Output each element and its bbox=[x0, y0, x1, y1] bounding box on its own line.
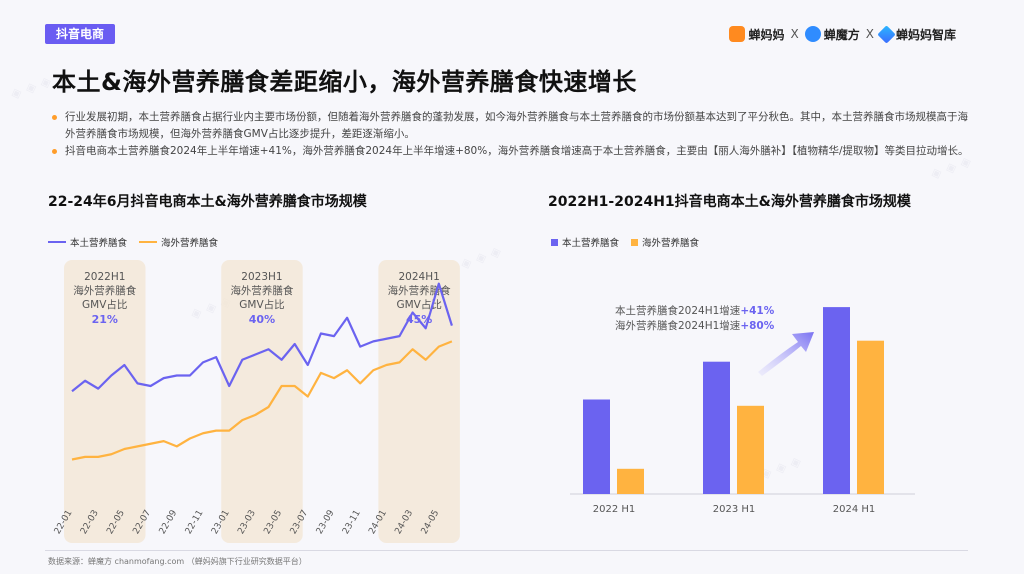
highlight-value: 40% bbox=[249, 313, 275, 326]
highlight-label: 2023H1 bbox=[241, 271, 282, 283]
footer-source: 数据来源：蝉魔方 chanmofang.com （蝉妈妈旗下行业研究数据平台） bbox=[48, 557, 307, 566]
legend-swatch bbox=[631, 238, 639, 246]
highlight-label: 海外营养膳食 bbox=[73, 284, 136, 297]
x-tick-label: 23-09 bbox=[315, 508, 337, 536]
bar-local bbox=[703, 361, 730, 494]
bar-chart-legend: 本土营养膳食 海外营养膳食 bbox=[551, 235, 699, 249]
x-tick-label: 22-09 bbox=[158, 508, 180, 536]
bar-local bbox=[583, 399, 610, 494]
highlight-label: 2022H1 bbox=[84, 271, 125, 283]
legend-swatch bbox=[139, 241, 158, 243]
growth-annotation: 海外营养膳食2024H1增速+80% bbox=[615, 319, 775, 332]
legend-swatch bbox=[48, 241, 66, 243]
x-tick-label: 22-11 bbox=[184, 509, 206, 537]
highlight-band bbox=[221, 260, 303, 543]
series-line-local bbox=[71, 282, 453, 393]
growth-annotation: 本土营养膳食2024H1增速+41% bbox=[615, 304, 775, 317]
bullet-item: 行业发展初期，本土营养膳食占据行业内主要市场份额，但随着海外营养膳食的蓬勃发展，… bbox=[52, 109, 974, 143]
x-tick-label: 23-11 bbox=[341, 509, 363, 537]
highlight-label: GMV占比 bbox=[239, 298, 284, 311]
platform-tag: 抖音电商 bbox=[45, 24, 115, 44]
highlight-band bbox=[64, 260, 146, 543]
bar-chart-title: 2022H1-2024H1抖音电商本土&海外营养膳食市场规模 bbox=[548, 194, 911, 210]
highlight-label: 2024H1 bbox=[398, 271, 439, 283]
x-tick-label: 2023 H1 bbox=[713, 504, 756, 515]
bar-overseas bbox=[617, 468, 644, 494]
legend-swatch bbox=[551, 238, 558, 246]
bar-chart: 2022 H1 2023 H1 2024 H1 本土营养膳食2024H1增速+41% 海… bbox=[570, 304, 915, 515]
page-title: 本土&海外营养膳食差距缩小，海外营养膳食快速增长 bbox=[52, 68, 637, 96]
highlight-label: GMV占比 bbox=[82, 298, 127, 311]
legend-item-overseas: 海外营养膳食 bbox=[631, 235, 699, 249]
brand-separator: X bbox=[790, 27, 799, 41]
bar-overseas bbox=[857, 340, 884, 494]
footer-divider bbox=[45, 550, 968, 551]
line-chart: 2022H1海外营养膳食GMV占比21%2023H1海外营养膳食GMV占比40%… bbox=[53, 260, 460, 543]
brand-chanmama: 蝉妈妈 bbox=[729, 26, 785, 43]
chanmofang-logo-icon bbox=[804, 26, 821, 42]
bullet-item: 抖音电商本土营养膳食2024年上半年增速+41%，海外营养膳食2024年上半年增… bbox=[52, 143, 974, 160]
legend-item-overseas: 海外营养膳食 bbox=[139, 235, 218, 249]
highlight-label: 海外营养膳食 bbox=[230, 284, 293, 297]
brand-chanmama-zhiku: 蝉妈妈智库 bbox=[877, 24, 956, 44]
chanmama-logo-icon bbox=[729, 26, 746, 42]
highlight-value: 21% bbox=[92, 313, 118, 326]
growth-arrow-icon bbox=[758, 332, 814, 376]
brand-separator: X bbox=[865, 27, 874, 41]
brand-logos: 蝉妈妈 X 蝉魔方 X 蝉妈妈智库 bbox=[729, 24, 956, 44]
bar-overseas bbox=[737, 405, 764, 494]
series-line-overseas bbox=[71, 340, 453, 461]
brand-chanmofang: 蝉魔方 bbox=[804, 26, 860, 43]
bullet-list: 行业发展初期，本土营养膳食占据行业内主要市场份额，但随着海外营养膳食的蓬勃发展，… bbox=[52, 109, 974, 160]
x-tick-label: 2022 H1 bbox=[593, 504, 636, 515]
bar-local bbox=[823, 307, 850, 494]
zhiku-logo-icon bbox=[877, 24, 896, 44]
highlight-label: GMV占比 bbox=[396, 298, 441, 311]
x-tick-label: 2024 H1 bbox=[833, 504, 876, 515]
highlight-band bbox=[378, 260, 460, 543]
line-chart-legend: 本土营养膳食 海外营养膳食 bbox=[48, 235, 218, 249]
line-chart-title: 22-24年6月抖音电商本土&海外营养膳食市场规模 bbox=[48, 194, 367, 210]
legend-item-local: 本土营养膳食 bbox=[48, 235, 127, 249]
legend-item-local: 本土营养膳食 bbox=[551, 235, 619, 249]
